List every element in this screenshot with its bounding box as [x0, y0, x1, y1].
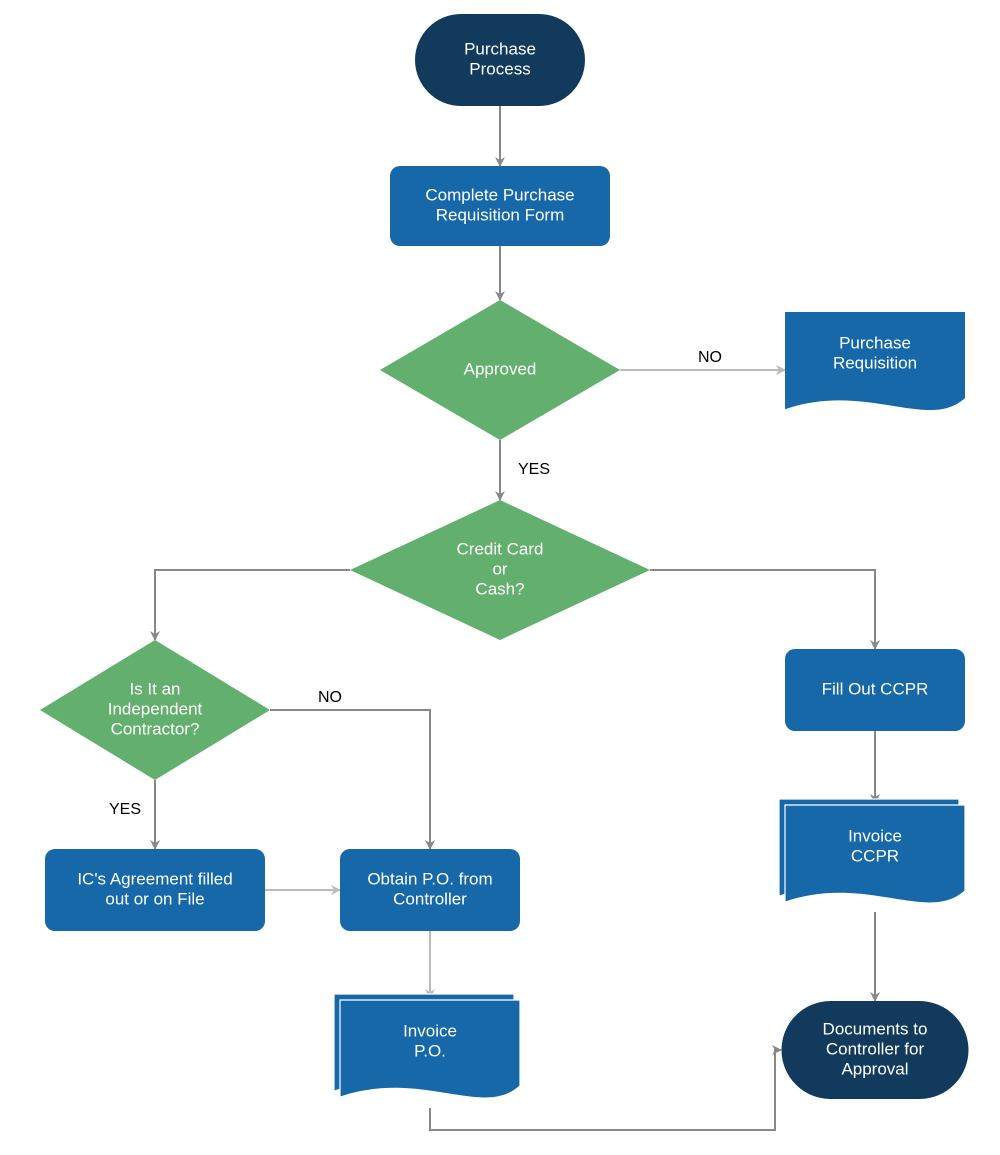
node-label-invoice_po-0: Invoice: [403, 1021, 457, 1040]
node-is_ic: Is It anIndependentContractor?: [40, 640, 270, 780]
node-credit_or_cash: Credit CardorCash?: [350, 500, 650, 640]
node-label-purchase_req_doc-0: Purchase: [839, 333, 911, 352]
node-label-credit_or_cash-0: Credit Card: [457, 539, 544, 558]
edge-e_cc_right: [650, 570, 875, 649]
node-label-docs_controller-1: Controller for: [826, 1039, 925, 1058]
node-complete_form: Complete PurchaseRequisition Form: [390, 166, 610, 246]
edge-label-e_ic_yes: YES: [109, 801, 141, 818]
node-label-docs_controller-0: Documents to: [823, 1019, 928, 1038]
node-label-approved-0: Approved: [464, 359, 537, 378]
nodes-layer: PurchaseProcessComplete PurchaseRequisit…: [40, 14, 969, 1099]
node-label-ic_agreement-1: out or on File: [105, 889, 204, 908]
node-obtain_po: Obtain P.O. fromController: [340, 849, 520, 931]
node-purchase_req_doc: PurchaseRequisition: [785, 312, 965, 410]
edge-e_cc_left: [155, 570, 350, 640]
node-label-invoice_ccpr-1: CCPR: [851, 846, 899, 865]
node-label-fill_ccpr-0: Fill Out CCPR: [822, 679, 929, 698]
node-label-is_ic-2: Contractor?: [111, 719, 200, 738]
node-docs_controller: Documents toController forApproval: [781, 1001, 968, 1099]
edge-label-e_approved_yes: YES: [518, 461, 550, 478]
node-label-is_ic-0: Is It an: [129, 679, 180, 698]
node-label-invoice_po-1: P.O.: [414, 1041, 446, 1060]
node-label-ic_agreement-0: IC's Agreement filled: [77, 869, 232, 888]
node-fill_ccpr: Fill Out CCPR: [785, 649, 965, 731]
node-label-is_ic-1: Independent: [108, 699, 203, 718]
node-approved: Approved: [380, 300, 620, 440]
node-label-credit_or_cash-1: or: [492, 559, 507, 578]
node-ic_agreement: IC's Agreement filledout or on File: [45, 849, 265, 931]
node-label-docs_controller-2: Approval: [841, 1059, 908, 1078]
node-label-start-1: Process: [469, 59, 530, 78]
edge-e_ic_no: [270, 710, 430, 849]
node-invoice_po: InvoiceP.O.: [334, 994, 520, 1098]
node-label-obtain_po-1: Controller: [393, 889, 467, 908]
edge-label-e_approved_no: NO: [698, 349, 722, 366]
node-label-complete_form-1: Requisition Form: [436, 205, 565, 224]
node-label-purchase_req_doc-1: Requisition: [833, 353, 917, 372]
edge-label-e_ic_no: NO: [318, 689, 342, 706]
node-label-complete_form-0: Complete Purchase: [425, 185, 574, 204]
node-label-obtain_po-0: Obtain P.O. from: [367, 869, 492, 888]
node-label-start-0: Purchase: [464, 39, 536, 58]
node-invoice_ccpr: InvoiceCCPR: [779, 799, 965, 903]
node-label-credit_or_cash-2: Cash?: [475, 579, 524, 598]
flowchart-canvas: NOYESYESNOPurchaseProcessComplete Purcha…: [0, 0, 1000, 1155]
node-start: PurchaseProcess: [415, 14, 585, 106]
node-label-invoice_ccpr-0: Invoice: [848, 826, 902, 845]
